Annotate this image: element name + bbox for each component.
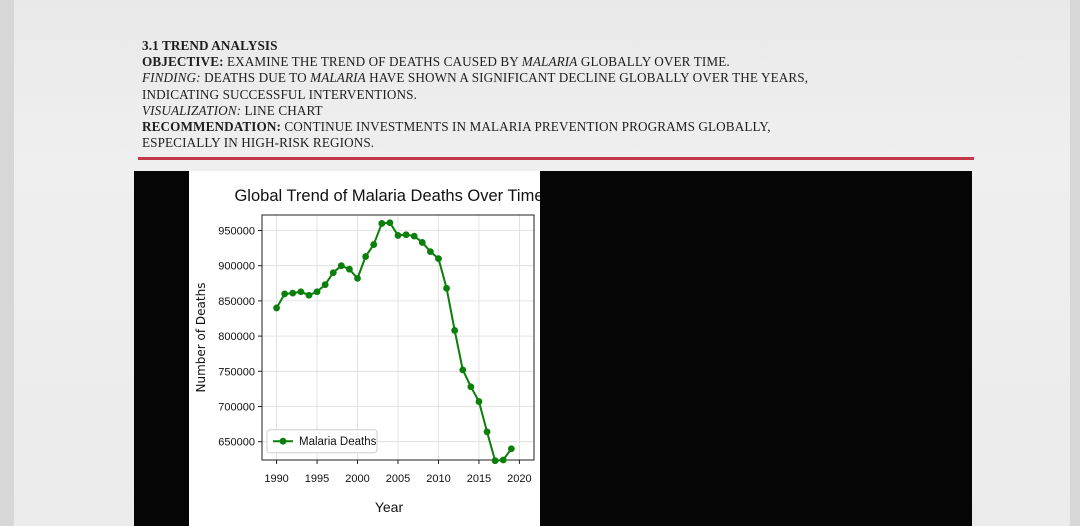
chart-title: Global Trend of Malaria Deaths Over Time xyxy=(234,187,540,205)
y-tick-label: 700000 xyxy=(218,401,255,413)
x-axis-label: Year xyxy=(375,499,404,515)
finding-line: FINDING: DEATHS DUE TO MALARIA HAVE SHOW… xyxy=(142,70,809,86)
data-point xyxy=(483,428,491,436)
data-point xyxy=(362,253,370,260)
y-tick-label: 900000 xyxy=(218,261,255,273)
x-tick-label: 2010 xyxy=(426,473,450,485)
data-point xyxy=(329,269,337,277)
x-tick-label: 2015 xyxy=(467,473,491,485)
section-title: 3.1 TREND ANALYSIS xyxy=(142,38,278,53)
chart-panel: Global Trend of Malaria Deaths Over Time… xyxy=(189,171,540,526)
data-point xyxy=(418,239,426,246)
data-point xyxy=(313,288,321,296)
line-chart: Global Trend of Malaria Deaths Over Time… xyxy=(194,187,540,515)
data-point xyxy=(491,457,499,465)
x-tick-label: 2005 xyxy=(386,473,410,485)
visualization-line: VISUALIZATION: LINE CHART xyxy=(142,102,323,118)
data-point xyxy=(297,288,305,296)
finding-line-2: INDICATING SUCCESSFUL INTERVENTIONS. xyxy=(142,86,417,102)
data-point xyxy=(337,262,345,270)
legend-box xyxy=(266,429,378,454)
data-point xyxy=(467,383,475,391)
objective-line: OBJECTIVE: EXAMINE THE TREND OF DEATHS C… xyxy=(142,54,730,70)
data-point xyxy=(402,231,410,239)
data-point xyxy=(321,281,329,289)
y-axis-label: Number of Deaths xyxy=(194,283,208,393)
data-point xyxy=(443,284,450,292)
data-point xyxy=(281,290,289,298)
data-point xyxy=(354,274,361,282)
data-point xyxy=(410,232,418,240)
data-point xyxy=(305,291,313,299)
data-point xyxy=(273,304,280,312)
section-divider xyxy=(138,157,974,160)
data-point xyxy=(435,255,442,263)
y-axis-ticks: 650000 700000 750000 800000 850000 900000 9500… xyxy=(218,225,262,449)
recommendation-line: RECOMMENDATION: CONTINUE INVESTMENTS IN … xyxy=(142,119,771,135)
y-tick-label: 800000 xyxy=(218,331,255,343)
legend-label: Malaria Deaths xyxy=(299,436,377,448)
window-right-edge xyxy=(1070,0,1080,526)
data-point xyxy=(426,248,434,256)
data-point xyxy=(475,398,483,405)
data-point xyxy=(289,289,297,297)
y-tick-label: 850000 xyxy=(218,296,255,308)
y-tick-label: 950000 xyxy=(218,225,255,237)
legend-marker-swatch xyxy=(279,437,287,445)
grid-lines xyxy=(262,215,534,460)
series-layer xyxy=(273,219,515,465)
series-line-malaria-deaths xyxy=(275,221,513,462)
data-point xyxy=(499,456,507,464)
slide-text: 3.1 TREND ANALYSIS OBJECTIVE: EXAMINE TH… xyxy=(142,38,942,151)
y-tick-label: 750000 xyxy=(218,366,255,378)
data-point xyxy=(370,241,378,248)
data-point xyxy=(394,232,402,239)
data-point xyxy=(386,219,394,227)
data-point xyxy=(459,366,467,374)
data-point xyxy=(378,220,386,227)
legend: Malaria Deaths xyxy=(266,429,378,454)
window-left-edge xyxy=(0,0,14,526)
x-tick-label: 1990 xyxy=(264,473,288,485)
y-tick-label: 650000 xyxy=(218,437,255,449)
data-point xyxy=(346,265,353,273)
data-point xyxy=(451,327,459,334)
x-tick-label: 2000 xyxy=(345,473,369,485)
x-tick-label: 2020 xyxy=(507,473,531,485)
recommendation-line-2: ESPECIALLY IN HIGH-RISK REGIONS. xyxy=(142,135,375,151)
data-point xyxy=(507,445,515,453)
x-axis-ticks: 1990 1995 2000 2005 2010 2015 2020 xyxy=(264,460,532,485)
x-tick-label: 1995 xyxy=(305,473,329,485)
